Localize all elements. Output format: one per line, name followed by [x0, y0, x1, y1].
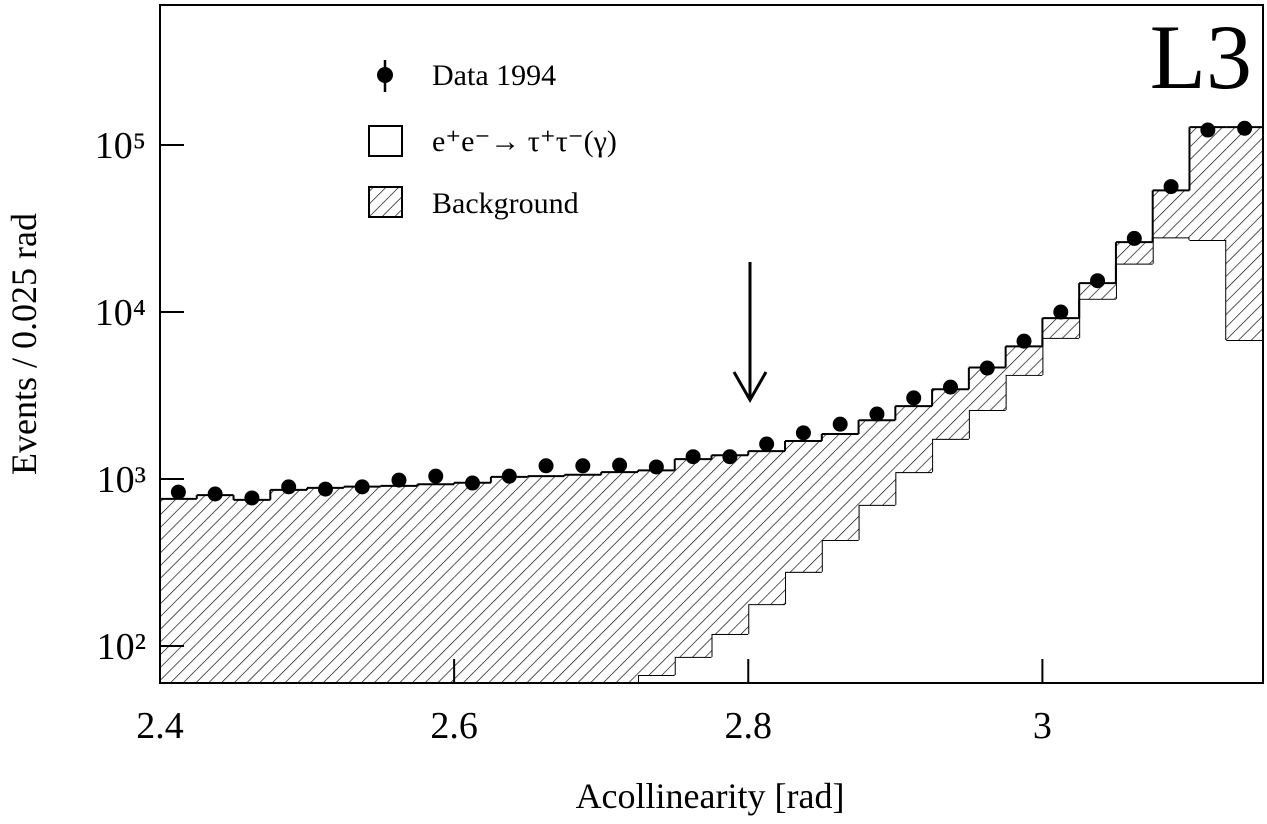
legend-label: e⁺e⁻→ τ⁺τ⁻(γ)	[432, 125, 617, 158]
arrow	[732, 262, 768, 404]
y-tick-label: 10³	[97, 459, 146, 501]
x-tick-label: 2.6	[430, 705, 478, 747]
data-point	[759, 436, 775, 452]
data-point	[317, 481, 333, 497]
data-point	[795, 425, 811, 441]
data-point	[575, 458, 591, 474]
legend: Data 1994 e⁺e⁻→ τ⁺τ⁻(γ) Background	[368, 59, 617, 220]
data-point	[1200, 122, 1216, 138]
histogram-bar	[821, 540, 859, 683]
histogram-bar	[1042, 318, 1080, 338]
histogram-bar	[1115, 242, 1153, 264]
histogram-bar	[637, 674, 675, 683]
histogram-bar	[1042, 337, 1080, 683]
data-point	[612, 457, 628, 473]
data-point	[281, 479, 297, 495]
histogram-bar	[968, 409, 1006, 683]
data-point	[354, 479, 370, 495]
histogram-bar	[564, 474, 602, 683]
histogram-bar	[160, 498, 197, 683]
histogram-bar	[1189, 240, 1227, 683]
annotation: L3	[1150, 6, 1252, 108]
histogram-bar	[932, 438, 969, 683]
data-point	[906, 390, 922, 406]
histogram-bar	[858, 420, 896, 505]
data-point	[1126, 230, 1142, 246]
x-axis-title: Acollinearity [rad]	[576, 776, 845, 816]
histogram-bar	[601, 472, 638, 683]
data-point	[170, 484, 186, 500]
histogram-bar	[1005, 346, 1043, 375]
histogram-bar	[490, 476, 528, 683]
data-point	[722, 449, 738, 465]
data-point	[501, 468, 517, 484]
histogram-bar	[821, 433, 859, 541]
data-point	[1016, 333, 1032, 349]
plot-frame	[159, 4, 1264, 684]
data-point	[207, 486, 223, 502]
y-tick-label: 10⁴	[95, 292, 146, 334]
histogram-bar	[637, 470, 675, 675]
histogram-bar	[674, 656, 712, 683]
histogram-bar	[343, 486, 381, 683]
histogram-bar	[307, 487, 344, 683]
histogram-bar	[233, 499, 271, 683]
y-axis-title: Events / 0.025 rad	[4, 213, 44, 475]
data-point	[1053, 304, 1069, 320]
data-point	[869, 406, 885, 422]
histogram-bar	[1079, 283, 1116, 299]
histogram-bar	[417, 484, 455, 683]
data-point	[979, 360, 995, 376]
histogram-bar	[785, 571, 822, 683]
data-point	[428, 468, 444, 484]
histogram-bar	[1152, 237, 1190, 683]
histogram-bar	[527, 476, 565, 683]
data-point	[391, 472, 407, 488]
data-point	[832, 416, 848, 432]
histogram-bar	[1226, 339, 1263, 683]
histogram-bar	[858, 504, 896, 683]
histogram-bar	[748, 604, 786, 683]
x-tick-label: 2.4	[136, 705, 184, 747]
histogram-bar	[895, 472, 933, 683]
data-point	[1237, 120, 1253, 136]
histogram-bar	[380, 485, 418, 683]
histogram-bar	[785, 441, 822, 572]
histogram-bar	[1189, 127, 1227, 241]
histogram-bar	[711, 455, 749, 634]
histogram-bar	[1115, 263, 1153, 683]
histogram-bar	[196, 495, 234, 683]
data-point	[648, 459, 664, 475]
data-point	[942, 379, 958, 395]
histogram-bar	[1226, 127, 1263, 340]
histogram-bar	[932, 389, 969, 439]
plot-area	[160, 120, 1263, 683]
y-tick-label: 10²	[97, 626, 146, 668]
histogram-bar	[748, 451, 786, 605]
y-tick-label: 10⁵	[95, 125, 146, 167]
legend-label: Background	[432, 187, 579, 220]
data-point	[465, 475, 481, 491]
data-point	[1163, 179, 1179, 195]
histogram-bar	[1079, 298, 1116, 683]
histogram-bar	[270, 489, 308, 683]
histogram-bar	[1005, 374, 1043, 683]
data-point	[685, 449, 701, 465]
data-point	[244, 490, 260, 506]
histogram-bar	[674, 459, 712, 657]
data-point	[538, 458, 554, 474]
histogram-bar	[1152, 190, 1190, 238]
data-point	[1090, 273, 1106, 289]
legend-label: Data 1994	[432, 59, 556, 92]
histogram-bar	[711, 633, 749, 683]
x-tick-label: 3	[1033, 705, 1052, 747]
histogram-bar	[454, 482, 491, 683]
x-tick-label: 2.8	[725, 705, 773, 747]
histogram-bar	[895, 406, 933, 473]
